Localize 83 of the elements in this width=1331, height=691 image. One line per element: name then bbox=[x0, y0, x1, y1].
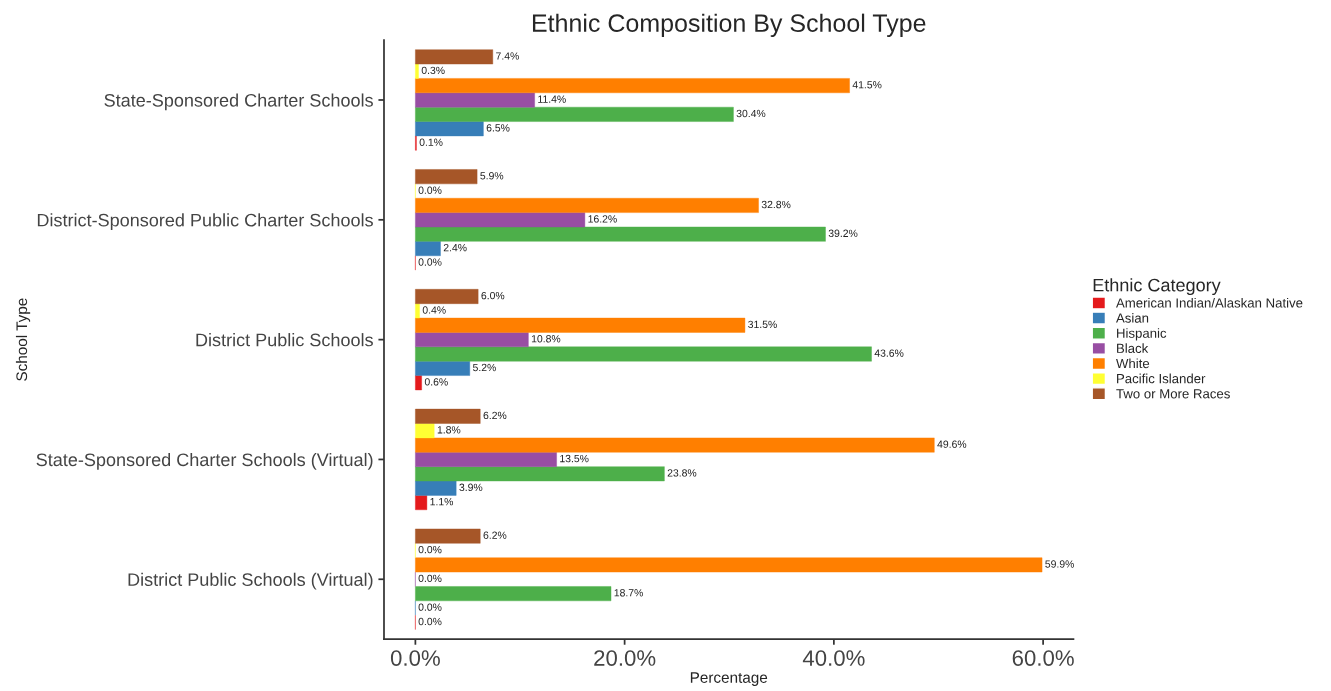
bar bbox=[415, 121, 484, 137]
y-axis-title: School Type bbox=[15, 298, 31, 381]
data-label: 10.8% bbox=[531, 335, 561, 343]
data-label: 0.0% bbox=[418, 545, 442, 554]
legend-label: Black bbox=[1117, 343, 1149, 353]
bar bbox=[415, 495, 428, 510]
data-label: 6.2% bbox=[483, 411, 507, 420]
data-label: 1.8% bbox=[437, 426, 461, 434]
legend-title: Ethnic Category bbox=[1093, 278, 1221, 296]
bar bbox=[415, 480, 457, 496]
legend-label: Hispanic bbox=[1117, 328, 1167, 341]
legend-label: Two or More Races bbox=[1116, 389, 1230, 399]
legend-label: White bbox=[1116, 358, 1150, 369]
data-label: 6.5% bbox=[486, 124, 510, 132]
data-label: 39.2% bbox=[828, 229, 858, 237]
data-label: 2.4% bbox=[443, 243, 467, 252]
data-label: 18.7% bbox=[614, 589, 643, 597]
data-label: 43.6% bbox=[874, 349, 904, 357]
bar bbox=[415, 528, 481, 544]
y-tick-label: District Public Schools (Virtual) bbox=[128, 572, 373, 590]
data-label: 0.3% bbox=[421, 66, 445, 75]
data-label: 0.0% bbox=[418, 603, 442, 611]
bar bbox=[415, 466, 665, 482]
data-label: 0.4% bbox=[422, 306, 446, 314]
y-tick-label: District Public Schools bbox=[196, 333, 373, 347]
data-label: 59.9% bbox=[1045, 560, 1075, 568]
bar bbox=[415, 375, 422, 391]
data-label: 49.6% bbox=[937, 440, 967, 448]
x-tick-label: 20.0% bbox=[594, 650, 656, 666]
chart-title: Ethnic Composition By School Type bbox=[532, 13, 926, 37]
y-tick-label: State-Sponsored Charter Schools bbox=[104, 93, 373, 111]
data-label: 6.2% bbox=[483, 531, 507, 539]
x-tick-label: 40.0% bbox=[802, 650, 865, 666]
bar bbox=[415, 437, 935, 453]
bar bbox=[415, 586, 612, 602]
x-tick-label: 60.0% bbox=[1012, 650, 1074, 666]
bar bbox=[415, 49, 494, 65]
bar bbox=[415, 317, 746, 333]
legend-label: Asian bbox=[1116, 313, 1149, 323]
data-label: 0.6% bbox=[424, 378, 448, 386]
bar bbox=[415, 92, 535, 108]
data-label: 31.5% bbox=[748, 320, 777, 329]
data-label: 0.0% bbox=[418, 617, 442, 626]
x-axis-title: Percentage bbox=[690, 672, 768, 686]
bar bbox=[415, 78, 850, 94]
data-label: 41.5% bbox=[852, 81, 882, 89]
data-label: 0.1% bbox=[419, 138, 443, 146]
data-label: 6.0% bbox=[481, 291, 505, 300]
bar bbox=[415, 169, 478, 185]
data-label: 32.8% bbox=[761, 200, 791, 209]
bar bbox=[415, 423, 435, 439]
data-label: 13.5% bbox=[560, 454, 589, 463]
bar bbox=[415, 332, 529, 348]
bar bbox=[415, 63, 419, 79]
data-label: 0.0% bbox=[418, 258, 442, 266]
bar bbox=[415, 360, 470, 376]
data-label: 30.4% bbox=[736, 109, 766, 118]
bar bbox=[415, 198, 759, 213]
legend-label: Pacific Islander bbox=[1117, 373, 1206, 384]
bar bbox=[415, 241, 441, 256]
data-label: 5.9% bbox=[480, 172, 504, 180]
bar bbox=[415, 289, 479, 304]
y-tick-label: District-Sponsored Public Charter Schools bbox=[37, 213, 373, 231]
bar bbox=[415, 303, 420, 319]
data-label: 16.2% bbox=[588, 215, 617, 223]
data-label: 23.8% bbox=[667, 469, 697, 477]
y-tick-label: State-Sponsored Charter Schools (Virtual) bbox=[36, 452, 373, 470]
data-label: 0.0% bbox=[418, 574, 442, 583]
data-label: 5.2% bbox=[472, 363, 496, 372]
bar bbox=[415, 557, 1043, 573]
data-label: 7.4% bbox=[496, 52, 519, 60]
bar bbox=[415, 408, 481, 424]
data-label: 11.4% bbox=[538, 95, 566, 103]
data-label: 0.0% bbox=[418, 186, 442, 194]
bar bbox=[415, 212, 586, 228]
data-label: 3.9% bbox=[459, 483, 483, 491]
data-label: 1.1% bbox=[430, 498, 454, 506]
x-tick-label: 0.0% bbox=[390, 650, 440, 666]
bar bbox=[415, 452, 557, 467]
bar bbox=[415, 226, 826, 242]
legend-label: American Indian/Alaskan Native bbox=[1116, 297, 1303, 308]
bar bbox=[415, 106, 734, 122]
bar bbox=[415, 346, 872, 362]
